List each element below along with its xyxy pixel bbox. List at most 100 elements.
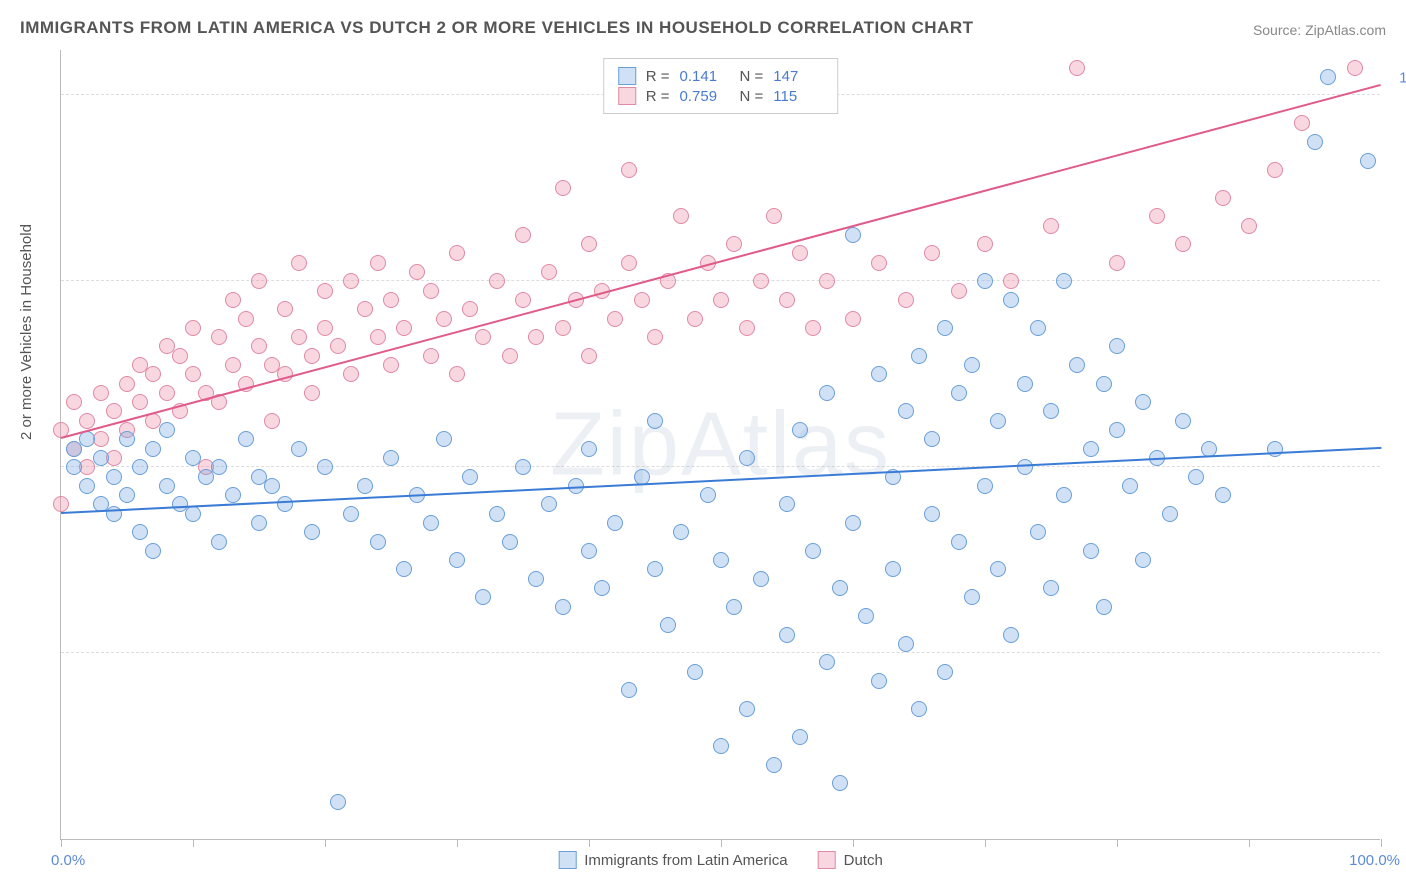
- scatter-point-series1: [898, 636, 914, 652]
- scatter-point-series1: [951, 534, 967, 550]
- scatter-point-series2: [687, 311, 703, 327]
- legend-row-series2: R = 0.759 N = 115: [618, 87, 824, 105]
- scatter-point-series2: [317, 283, 333, 299]
- scatter-point-series2: [621, 255, 637, 271]
- scatter-point-series1: [277, 496, 293, 512]
- scatter-point-series2: [713, 292, 729, 308]
- scatter-point-series2: [172, 348, 188, 364]
- scatter-point-series2: [132, 394, 148, 410]
- scatter-point-series1: [1360, 153, 1376, 169]
- scatter-point-series1: [911, 348, 927, 364]
- scatter-point-series1: [1122, 478, 1138, 494]
- scatter-point-series1: [805, 543, 821, 559]
- scatter-point-series1: [106, 469, 122, 485]
- scatter-point-series2: [555, 320, 571, 336]
- scatter-point-series2: [845, 311, 861, 327]
- scatter-point-series1: [436, 431, 452, 447]
- scatter-point-series1: [832, 775, 848, 791]
- scatter-point-series1: [594, 580, 610, 596]
- x-tick: [61, 839, 62, 847]
- scatter-point-series1: [1109, 338, 1125, 354]
- x-tick: [589, 839, 590, 847]
- scatter-point-series1: [159, 478, 175, 494]
- scatter-point-series1: [1043, 580, 1059, 596]
- scatter-point-series2: [330, 338, 346, 354]
- scatter-point-series1: [753, 571, 769, 587]
- scatter-point-series2: [1109, 255, 1125, 271]
- scatter-point-series2: [145, 366, 161, 382]
- scatter-point-series2: [79, 413, 95, 429]
- scatter-point-series1: [990, 561, 1006, 577]
- scatter-point-series1: [132, 459, 148, 475]
- scatter-point-series1: [819, 385, 835, 401]
- scatter-point-series2: [647, 329, 663, 345]
- scatter-point-series2: [317, 320, 333, 336]
- x-tick: [325, 839, 326, 847]
- scatter-point-series2: [343, 366, 359, 382]
- n-label: N =: [740, 68, 764, 85]
- scatter-point-series1: [845, 515, 861, 531]
- scatter-point-series2: [819, 273, 835, 289]
- scatter-point-series2: [238, 311, 254, 327]
- scatter-point-series2: [423, 283, 439, 299]
- scatter-point-series1: [964, 357, 980, 373]
- legend-item-series1: Immigrants from Latin America: [558, 851, 787, 869]
- scatter-point-series1: [885, 561, 901, 577]
- swatch-series1-bottom: [558, 851, 576, 869]
- x-tick: [1381, 839, 1382, 847]
- series-legend: Immigrants from Latin America Dutch: [558, 851, 883, 869]
- gridline: [61, 652, 1380, 653]
- scatter-point-series1: [647, 413, 663, 429]
- gridline: [61, 466, 1380, 467]
- scatter-point-series1: [119, 431, 135, 447]
- scatter-point-series1: [924, 431, 940, 447]
- x-tick: [1117, 839, 1118, 847]
- scatter-point-series1: [1307, 134, 1323, 150]
- scatter-point-series2: [409, 264, 425, 280]
- scatter-point-series1: [343, 506, 359, 522]
- scatter-point-series1: [1320, 69, 1336, 85]
- swatch-series1: [618, 67, 636, 85]
- scatter-point-series1: [119, 487, 135, 503]
- scatter-point-series1: [819, 654, 835, 670]
- scatter-point-series2: [436, 311, 452, 327]
- scatter-point-series1: [79, 431, 95, 447]
- y-axis-label: 2 or more Vehicles in Household: [18, 224, 35, 440]
- scatter-point-series1: [145, 441, 161, 457]
- scatter-point-series2: [977, 236, 993, 252]
- scatter-point-series2: [277, 301, 293, 317]
- n-value-series2: 115: [773, 88, 823, 105]
- scatter-point-series2: [1347, 60, 1363, 76]
- scatter-point-series2: [225, 292, 241, 308]
- r-value-series1: 0.141: [680, 68, 730, 85]
- x-tick: [985, 839, 986, 847]
- scatter-point-series2: [779, 292, 795, 308]
- scatter-point-series2: [304, 385, 320, 401]
- scatter-point-series1: [581, 543, 597, 559]
- scatter-point-series2: [1069, 60, 1085, 76]
- scatter-point-series1: [1056, 487, 1072, 503]
- scatter-point-series2: [1267, 162, 1283, 178]
- scatter-point-series2: [53, 496, 69, 512]
- scatter-point-series1: [383, 450, 399, 466]
- scatter-point-series1: [687, 664, 703, 680]
- scatter-point-series2: [449, 366, 465, 382]
- scatter-point-series1: [911, 701, 927, 717]
- scatter-point-series2: [462, 301, 478, 317]
- scatter-point-series1: [1096, 376, 1112, 392]
- scatter-point-series2: [357, 301, 373, 317]
- scatter-point-series2: [951, 283, 967, 299]
- r-value-series2: 0.759: [680, 88, 730, 105]
- n-value-series1: 147: [773, 68, 823, 85]
- scatter-point-series2: [370, 329, 386, 345]
- scatter-point-series2: [185, 366, 201, 382]
- scatter-point-series1: [225, 487, 241, 503]
- scatter-point-series2: [1003, 273, 1019, 289]
- scatter-point-series1: [871, 366, 887, 382]
- scatter-point-series2: [449, 245, 465, 261]
- scatter-point-series1: [502, 534, 518, 550]
- scatter-point-series1: [528, 571, 544, 587]
- scatter-point-series1: [1215, 487, 1231, 503]
- scatter-point-series2: [581, 348, 597, 364]
- scatter-point-series1: [251, 515, 267, 531]
